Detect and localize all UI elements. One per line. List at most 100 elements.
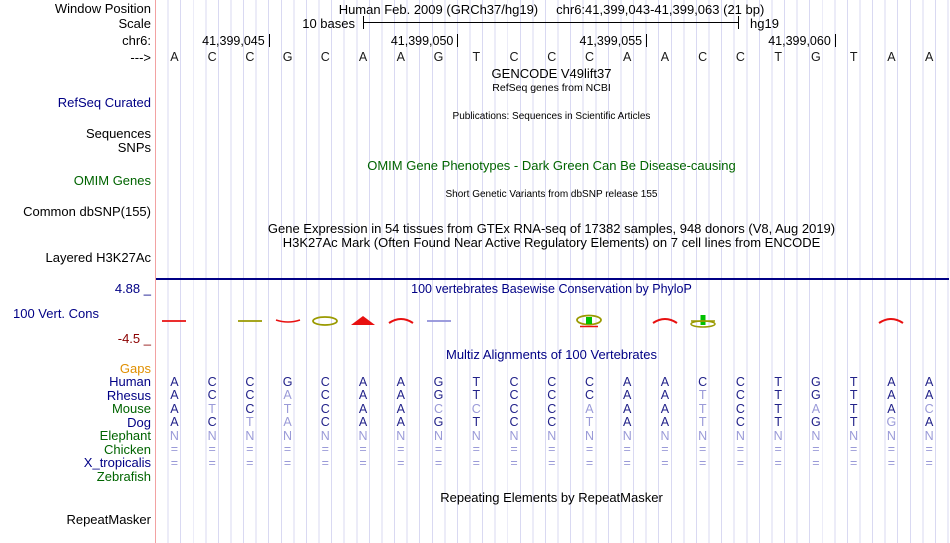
multiz-base: =	[812, 442, 820, 457]
multiz-base: N	[811, 428, 821, 443]
multiz-base: =	[661, 442, 669, 457]
multiz-base: T	[849, 415, 858, 430]
multiz-base: A	[170, 388, 179, 403]
multiz-base: C	[245, 401, 255, 416]
omim-track-title[interactable]: OMIM Gene Phenotypes - Dark Green Can Be…	[367, 158, 736, 173]
multiz-base: A	[170, 401, 179, 416]
multiz-base: =	[736, 442, 745, 457]
conservation-wiggle-icon	[576, 314, 603, 328]
gencode-track-title[interactable]: GENCODE V49lift37	[491, 66, 612, 81]
multiz-base: A	[924, 415, 934, 430]
multiz-base: C	[698, 374, 708, 389]
gtex-track-title[interactable]: Gene Expression in 54 tissues from GTEx …	[267, 221, 836, 236]
conservation-mark-col6	[344, 313, 382, 329]
multiz-base: =	[623, 455, 631, 470]
sequence-base: G	[433, 50, 444, 64]
multiz-species-label-mouse[interactable]: Mouse	[111, 401, 151, 417]
track-label-layered-h3k27ac[interactable]: Layered H3K27Ac	[45, 250, 151, 265]
scale-value: 10 bases	[302, 16, 355, 31]
multiz-base: =	[283, 442, 292, 457]
conservation-mark-col3	[231, 313, 269, 329]
multiz-species-label-chicken[interactable]: Chicken	[104, 441, 151, 457]
multiz-base: =	[472, 455, 480, 470]
track-label-common-dbsnp[interactable]: Common dbSNP(155)	[23, 204, 151, 219]
conservation-mark-col15	[684, 313, 722, 329]
multiz-base: =	[170, 442, 179, 457]
track-label-100-vert-cons[interactable]: 100 Vert. Cons	[13, 306, 99, 321]
sequence-base: C	[584, 50, 594, 64]
multiz-base: =	[510, 442, 518, 457]
multiz-base: T	[472, 374, 481, 389]
multiz-base: A	[170, 415, 179, 430]
conservation-wiggle-icon	[689, 315, 716, 328]
conservation-mark-col20	[873, 313, 911, 329]
multiz-base: =	[887, 455, 896, 470]
h3k27ac-track-title[interactable]: H3K27Ac Mark (Often Found Near Active Re…	[282, 235, 821, 250]
multiz-base: C	[320, 415, 330, 430]
multiz-base: G	[886, 415, 897, 430]
multiz-base: A	[623, 401, 632, 416]
multiz-base: C	[735, 415, 745, 430]
multiz-base: A	[660, 374, 670, 389]
multiz-species-label-rhesus[interactable]: Rhesus	[106, 387, 151, 403]
multiz-base: A	[585, 401, 594, 416]
multiz-base: A	[887, 401, 896, 416]
track-label-refseq-curated[interactable]: RefSeq Curated	[57, 95, 151, 110]
dbsnp-track-title[interactable]: Short Genetic Variants from dbSNP releas…	[445, 189, 658, 200]
multiz-base: A	[358, 374, 368, 389]
coordinate-label: 41,399,060	[768, 34, 831, 48]
multiz-base: =	[397, 442, 405, 457]
refseq-track-title[interactable]: RefSeq genes from NCBI	[492, 82, 611, 94]
sequence-base: C	[547, 50, 557, 64]
multiz-species-label-x_tropicalis[interactable]: X_tropicalis	[83, 455, 151, 471]
conservation-mark-col4	[269, 313, 307, 329]
multiz-base: =	[812, 455, 820, 470]
sequence-base: C	[509, 50, 519, 64]
conservation-mark-col1	[156, 313, 194, 329]
strand-arrow-label[interactable]: --->	[130, 50, 151, 65]
multiz-base: A	[623, 374, 632, 389]
sequence-base: A	[623, 50, 632, 64]
conservation-mark-col8	[420, 313, 458, 329]
conservation-wiggle-icon	[351, 316, 376, 325]
multiz-base: C	[924, 401, 934, 416]
multiz-base: T	[774, 401, 782, 416]
multiz-species-label-elephant[interactable]: Elephant	[99, 428, 151, 444]
multiz-species-label-human[interactable]: Human	[109, 374, 151, 390]
multiz-base: =	[585, 442, 594, 457]
multiz-base: =	[397, 455, 405, 470]
track-label-snps[interactable]: SNPs	[117, 140, 151, 155]
multiz-species-label-zebrafish[interactable]: Zebrafish	[96, 468, 151, 484]
coordinate-label: 41,399,045	[202, 34, 265, 48]
multiz-species-label-gaps[interactable]: Gaps	[119, 361, 151, 376]
multiz-base: N	[584, 428, 594, 443]
multiz-base: C	[207, 415, 217, 430]
multiz-species-label-dog[interactable]: Dog	[127, 414, 151, 430]
multiz-base: =	[849, 442, 858, 457]
scale-bar-right-tick	[738, 16, 740, 29]
multiz-base: G	[282, 374, 293, 389]
multiz-base: N	[924, 428, 934, 443]
multiz-base: G	[811, 415, 821, 430]
track-label-sequences[interactable]: Sequences	[85, 126, 151, 141]
sequence-base: A	[887, 50, 896, 64]
sequence-base: C	[320, 50, 330, 64]
publications-track-title[interactable]: Publications: Sequences in Scientific Ar…	[452, 111, 651, 122]
sequence-base: A	[358, 50, 368, 64]
multiz-base: N	[547, 428, 557, 443]
multiz-base: =	[548, 442, 556, 457]
multiz-track-title[interactable]: Multiz Alignments of 100 Vertebrates	[445, 347, 657, 362]
sequence-base: C	[245, 50, 255, 64]
multiz-base: =	[774, 455, 782, 470]
conservation-wiggle-icon	[162, 320, 187, 322]
multiz-base: A	[396, 388, 405, 403]
repeatmasker-track-title[interactable]: Repeating Elements by RepeatMasker	[440, 490, 663, 505]
window-position-value: Human Feb. 2009 (GRCh37/hg19) chr6:41,399…	[155, 3, 948, 16]
conservation-track-title[interactable]: 100 vertebrates Basewise Conservation by…	[411, 282, 692, 296]
multiz-base: C	[547, 401, 557, 416]
multiz-base: C	[735, 374, 745, 389]
track-label-omim-genes[interactable]: OMIM Genes	[73, 173, 151, 188]
multiz-base: T	[849, 388, 858, 403]
track-label-repeatmasker[interactable]: RepeatMasker	[66, 512, 151, 527]
